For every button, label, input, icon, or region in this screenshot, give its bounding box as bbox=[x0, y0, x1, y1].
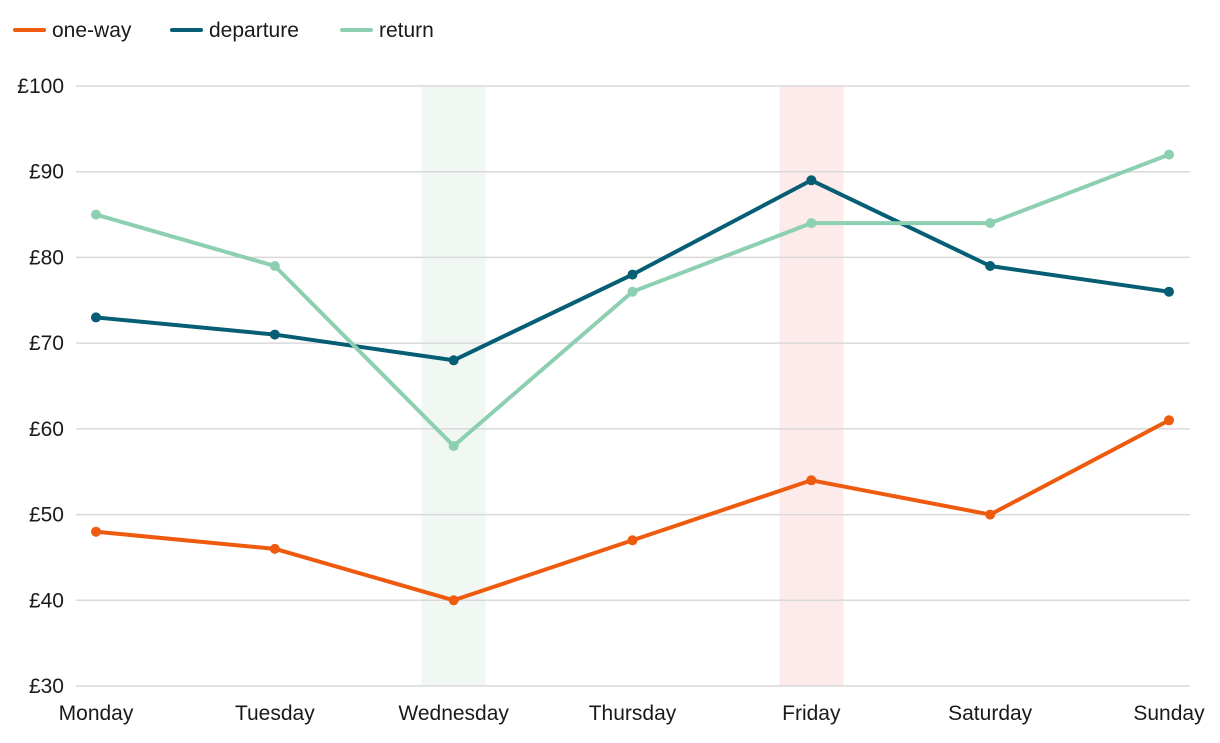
legend-item-return: return bbox=[340, 19, 434, 42]
data-point-one-way bbox=[985, 509, 996, 520]
grid-lines bbox=[76, 85, 1190, 687]
legend: one-way departure return bbox=[13, 19, 434, 42]
highlight-bands bbox=[421, 86, 844, 686]
data-point-departure bbox=[1164, 286, 1174, 297]
series-line-one-way bbox=[94, 418, 1171, 603]
y-tick-label: £90 bbox=[29, 161, 64, 184]
data-point-one-way bbox=[1164, 415, 1174, 426]
data-point-return bbox=[627, 286, 638, 297]
data-point-one-way bbox=[806, 475, 817, 486]
data-point-return bbox=[1164, 149, 1174, 160]
series-line-return bbox=[94, 152, 1171, 448]
data-point-departure bbox=[627, 269, 638, 280]
data-point-departure bbox=[91, 312, 101, 323]
series-one-way bbox=[91, 415, 1174, 606]
data-point-return bbox=[985, 218, 996, 229]
x-tick-label: Thursday bbox=[589, 702, 677, 725]
legend-label: one-way bbox=[52, 19, 132, 42]
data-point-departure bbox=[985, 261, 996, 271]
data-point-return bbox=[448, 441, 459, 451]
series-departure bbox=[91, 175, 1174, 366]
y-axis-tick-labels: £30 £40 £50 £60 £70 £80 £90 £100 bbox=[17, 75, 64, 698]
series-return bbox=[91, 149, 1174, 451]
legend-label: departure bbox=[209, 19, 299, 42]
data-point-departure bbox=[806, 175, 817, 186]
data-point-one-way bbox=[269, 543, 280, 554]
data-point-one-way bbox=[627, 535, 638, 546]
legend-label: return bbox=[379, 19, 434, 42]
data-point-departure bbox=[269, 329, 280, 340]
y-tick-label: £70 bbox=[29, 332, 64, 355]
x-axis-tick-labels: Monday Tuesday Wednesday Thursday Friday Satu… bbox=[59, 702, 1205, 725]
legend-item-one-way: one-way bbox=[13, 19, 132, 42]
legend-item-departure: departure bbox=[170, 19, 299, 42]
y-tick-label: £100 bbox=[17, 75, 64, 98]
data-point-one-way bbox=[448, 595, 459, 606]
y-tick-label: £40 bbox=[29, 589, 64, 612]
data-point-departure bbox=[448, 355, 459, 366]
highlight-band-wednesday bbox=[421, 86, 486, 686]
x-tick-label: Friday bbox=[782, 702, 841, 725]
x-tick-label: Wednesday bbox=[398, 702, 509, 725]
x-tick-label: Sunday bbox=[1133, 702, 1205, 725]
x-tick-label: Saturday bbox=[948, 702, 1033, 725]
series-lines bbox=[91, 149, 1174, 606]
data-point-one-way bbox=[91, 526, 101, 537]
y-tick-label: £80 bbox=[29, 246, 64, 269]
data-point-return bbox=[806, 218, 817, 229]
x-tick-label: Tuesday bbox=[235, 702, 315, 725]
data-point-return bbox=[269, 261, 280, 271]
data-point-return bbox=[91, 209, 101, 220]
highlight-band-friday bbox=[779, 86, 844, 686]
y-tick-label: £60 bbox=[29, 418, 64, 441]
x-tick-label: Monday bbox=[59, 702, 134, 725]
y-tick-label: £50 bbox=[29, 504, 64, 527]
y-tick-label: £30 bbox=[29, 675, 64, 698]
